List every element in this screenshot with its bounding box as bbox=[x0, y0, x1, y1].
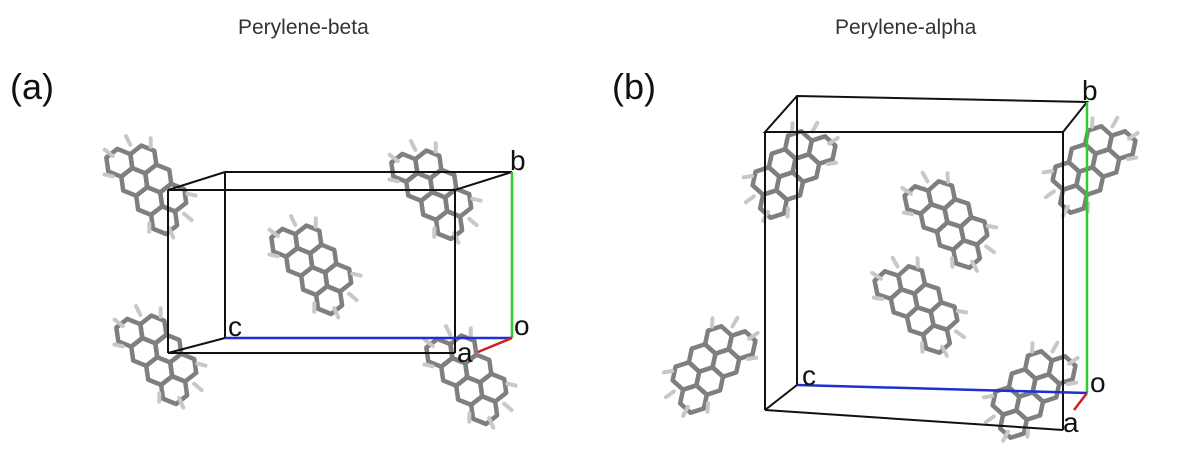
perylene-molecule bbox=[422, 324, 518, 430]
panel-perylene-alpha: Perylene-alpha (b) b o c a bbox=[590, 0, 1179, 457]
perylene-molecule bbox=[870, 255, 969, 358]
panel-title: Perylene-beta bbox=[238, 16, 369, 39]
molecule-group bbox=[661, 115, 1140, 443]
axis-label-c: c bbox=[228, 311, 242, 342]
axis-label-c: c bbox=[802, 360, 816, 391]
a-axis-line bbox=[477, 336, 513, 354]
molecule-group bbox=[102, 134, 518, 430]
perylene-molecule bbox=[1041, 115, 1140, 218]
perylene-molecule bbox=[900, 170, 999, 273]
unit-cell bbox=[167, 171, 513, 354]
perylene-molecule bbox=[112, 304, 208, 410]
crystal-structure-diagram: b o c a bbox=[661, 75, 1140, 443]
panel-label: (a) bbox=[10, 66, 54, 107]
perylene-molecule bbox=[267, 214, 363, 320]
axis-label-b: b bbox=[510, 145, 526, 176]
a-axis-line bbox=[1073, 392, 1088, 411]
panel-title: Perylene-alpha bbox=[835, 16, 977, 39]
crystal-structure-diagram: b o c a bbox=[102, 134, 530, 430]
perylene-molecule bbox=[661, 315, 760, 418]
axis-label-a: a bbox=[457, 337, 473, 368]
axis-label-b: b bbox=[1082, 75, 1098, 106]
axis-label-o: o bbox=[514, 310, 530, 341]
perylene-molecule bbox=[741, 120, 840, 223]
panel-label: (b) bbox=[612, 66, 656, 107]
c-axis-line bbox=[796, 383, 1088, 395]
axis-label-a: a bbox=[1063, 407, 1079, 438]
panel-perylene-beta: Perylene-beta (a) b o c a bbox=[10, 16, 530, 430]
axis-label-o: o bbox=[1090, 367, 1106, 398]
perylene-molecule bbox=[102, 134, 198, 240]
